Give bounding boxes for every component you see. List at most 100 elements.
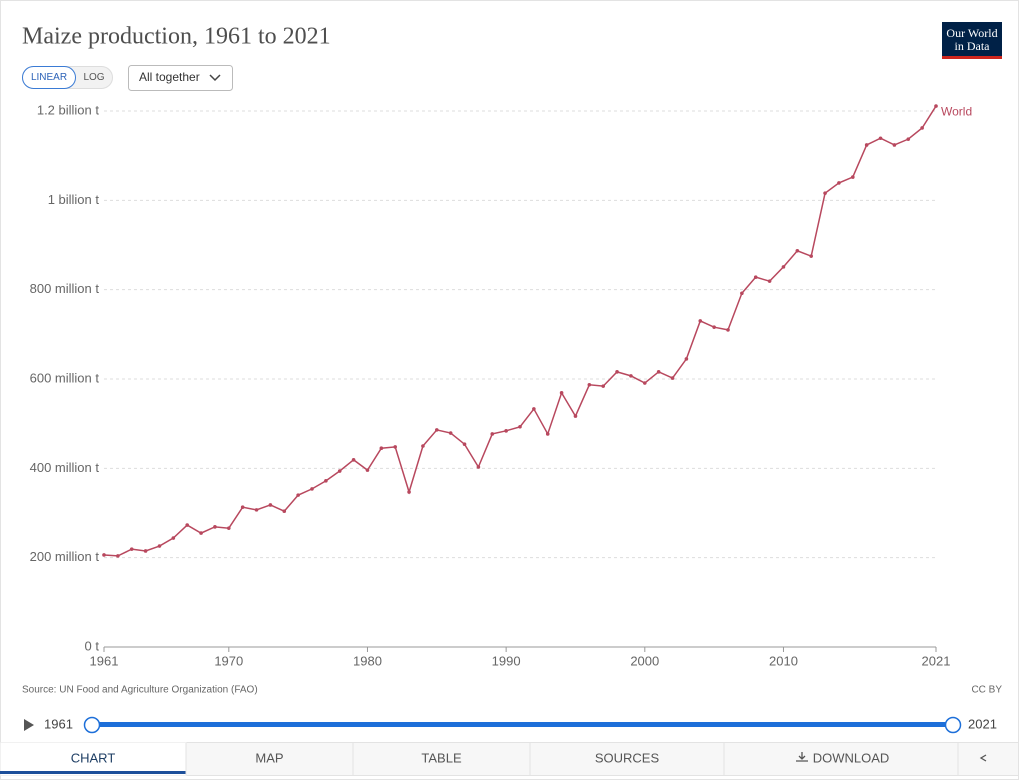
- data-point: [781, 265, 786, 269]
- tab-underline: [0, 771, 186, 774]
- data-point: [726, 328, 730, 332]
- y-tick-label: 800 million t: [30, 281, 100, 296]
- data-point: [421, 444, 425, 448]
- data-point: [102, 553, 106, 557]
- log-button[interactable]: LOG: [83, 72, 104, 83]
- data-point: [407, 490, 411, 494]
- data-point: [462, 442, 467, 447]
- y-tick-label: 0 t: [85, 638, 100, 653]
- data-point: [878, 136, 883, 141]
- data-point: [143, 549, 148, 553]
- data-point: [559, 391, 564, 395]
- linear-button[interactable]: [22, 66, 76, 89]
- timeline-handle[interactable]: [83, 716, 101, 734]
- x-tick-label: 1980: [353, 653, 382, 668]
- tab[interactable]: DOWNLOAD: [813, 750, 890, 765]
- data-point: [545, 432, 550, 436]
- data-point: [532, 407, 536, 411]
- data-point: [213, 525, 217, 529]
- data-point: [934, 104, 938, 108]
- y-tick-label: 1 billion t: [48, 192, 100, 207]
- source: Source: UN Food and Agriculture Organiza…: [22, 685, 258, 696]
- data-point: [448, 431, 453, 435]
- logo-stripe: [942, 56, 1002, 59]
- data-point: [864, 143, 869, 147]
- data-point: [587, 383, 592, 387]
- linear-label: LINEAR: [31, 72, 67, 83]
- data-point: [393, 445, 398, 449]
- data-point: [157, 544, 162, 548]
- data-point: [504, 429, 508, 433]
- play-button[interactable]: [24, 719, 34, 731]
- logo[interactable]: [942, 22, 1002, 58]
- tab[interactable]: CHART: [71, 750, 116, 765]
- timeline-handle[interactable]: [944, 716, 962, 734]
- data-point: [629, 374, 633, 378]
- data-point: [240, 505, 245, 509]
- x-tick-label: 2010: [769, 653, 798, 668]
- x-tick-label: 2021: [922, 653, 951, 668]
- series-label: World: [941, 104, 972, 118]
- data-point: [268, 503, 273, 507]
- tab-selected: [0, 742, 187, 776]
- data-point: [116, 554, 120, 558]
- data-point: [324, 479, 328, 483]
- data-point: [740, 291, 744, 296]
- data-point: [518, 424, 522, 429]
- data-point: [337, 469, 342, 473]
- data-point: [670, 376, 675, 380]
- x-tick-label: 1970: [214, 653, 243, 668]
- data-point: [171, 536, 176, 540]
- selector[interactable]: [128, 65, 233, 91]
- data-point: [435, 428, 439, 432]
- data-point: [199, 531, 203, 535]
- data-point: [310, 487, 314, 491]
- data-point: [379, 446, 384, 451]
- y-tick-label: 1.2 billion t: [37, 102, 100, 117]
- y-tick-label: 200 million t: [30, 549, 100, 564]
- share-icon[interactable]: [979, 754, 987, 762]
- chart-title: Maize production, 1961 to 2021: [22, 24, 331, 50]
- data-point: [837, 181, 841, 185]
- data-point: [767, 279, 772, 283]
- data-point: [365, 468, 370, 472]
- tab[interactable]: MAP: [255, 750, 283, 765]
- data-point: [573, 414, 578, 418]
- plot: 0 t 200 million t 400 million t 600 million…: [30, 102, 973, 668]
- data-point: [753, 275, 758, 279]
- data-point: [490, 432, 495, 436]
- chevron: [209, 74, 221, 82]
- data-point: [656, 370, 661, 374]
- data-point: [615, 370, 619, 374]
- data-point: [185, 523, 189, 527]
- data-point: [351, 458, 356, 462]
- data-point: [851, 175, 855, 179]
- data-point: [643, 381, 647, 385]
- data-point: [476, 465, 481, 469]
- tab[interactable]: SOURCES: [595, 750, 660, 765]
- data-point: [906, 137, 911, 141]
- data-point: [254, 508, 259, 512]
- timeline-track: [92, 722, 953, 727]
- data-point: [920, 126, 924, 130]
- data-point: [809, 254, 813, 258]
- x-tick-label: 1961: [90, 653, 119, 668]
- tab[interactable]: TABLE: [421, 750, 462, 765]
- data-point: [712, 325, 716, 329]
- y-tick-label: 400 million t: [30, 460, 100, 475]
- data-point: [684, 357, 689, 361]
- logo-text: in Data: [955, 39, 991, 53]
- selector-label: All together: [139, 70, 200, 84]
- timeline-start: 1961: [44, 716, 73, 731]
- data-point: [129, 547, 134, 551]
- x-tick-label: 2000: [630, 653, 659, 668]
- data-point: [282, 509, 287, 514]
- y-tick-label: 600 million t: [30, 370, 100, 385]
- x-tick-label: 1990: [492, 653, 521, 668]
- data-point: [892, 143, 897, 147]
- download-icon: [796, 752, 808, 762]
- license: CC BY: [971, 685, 1002, 696]
